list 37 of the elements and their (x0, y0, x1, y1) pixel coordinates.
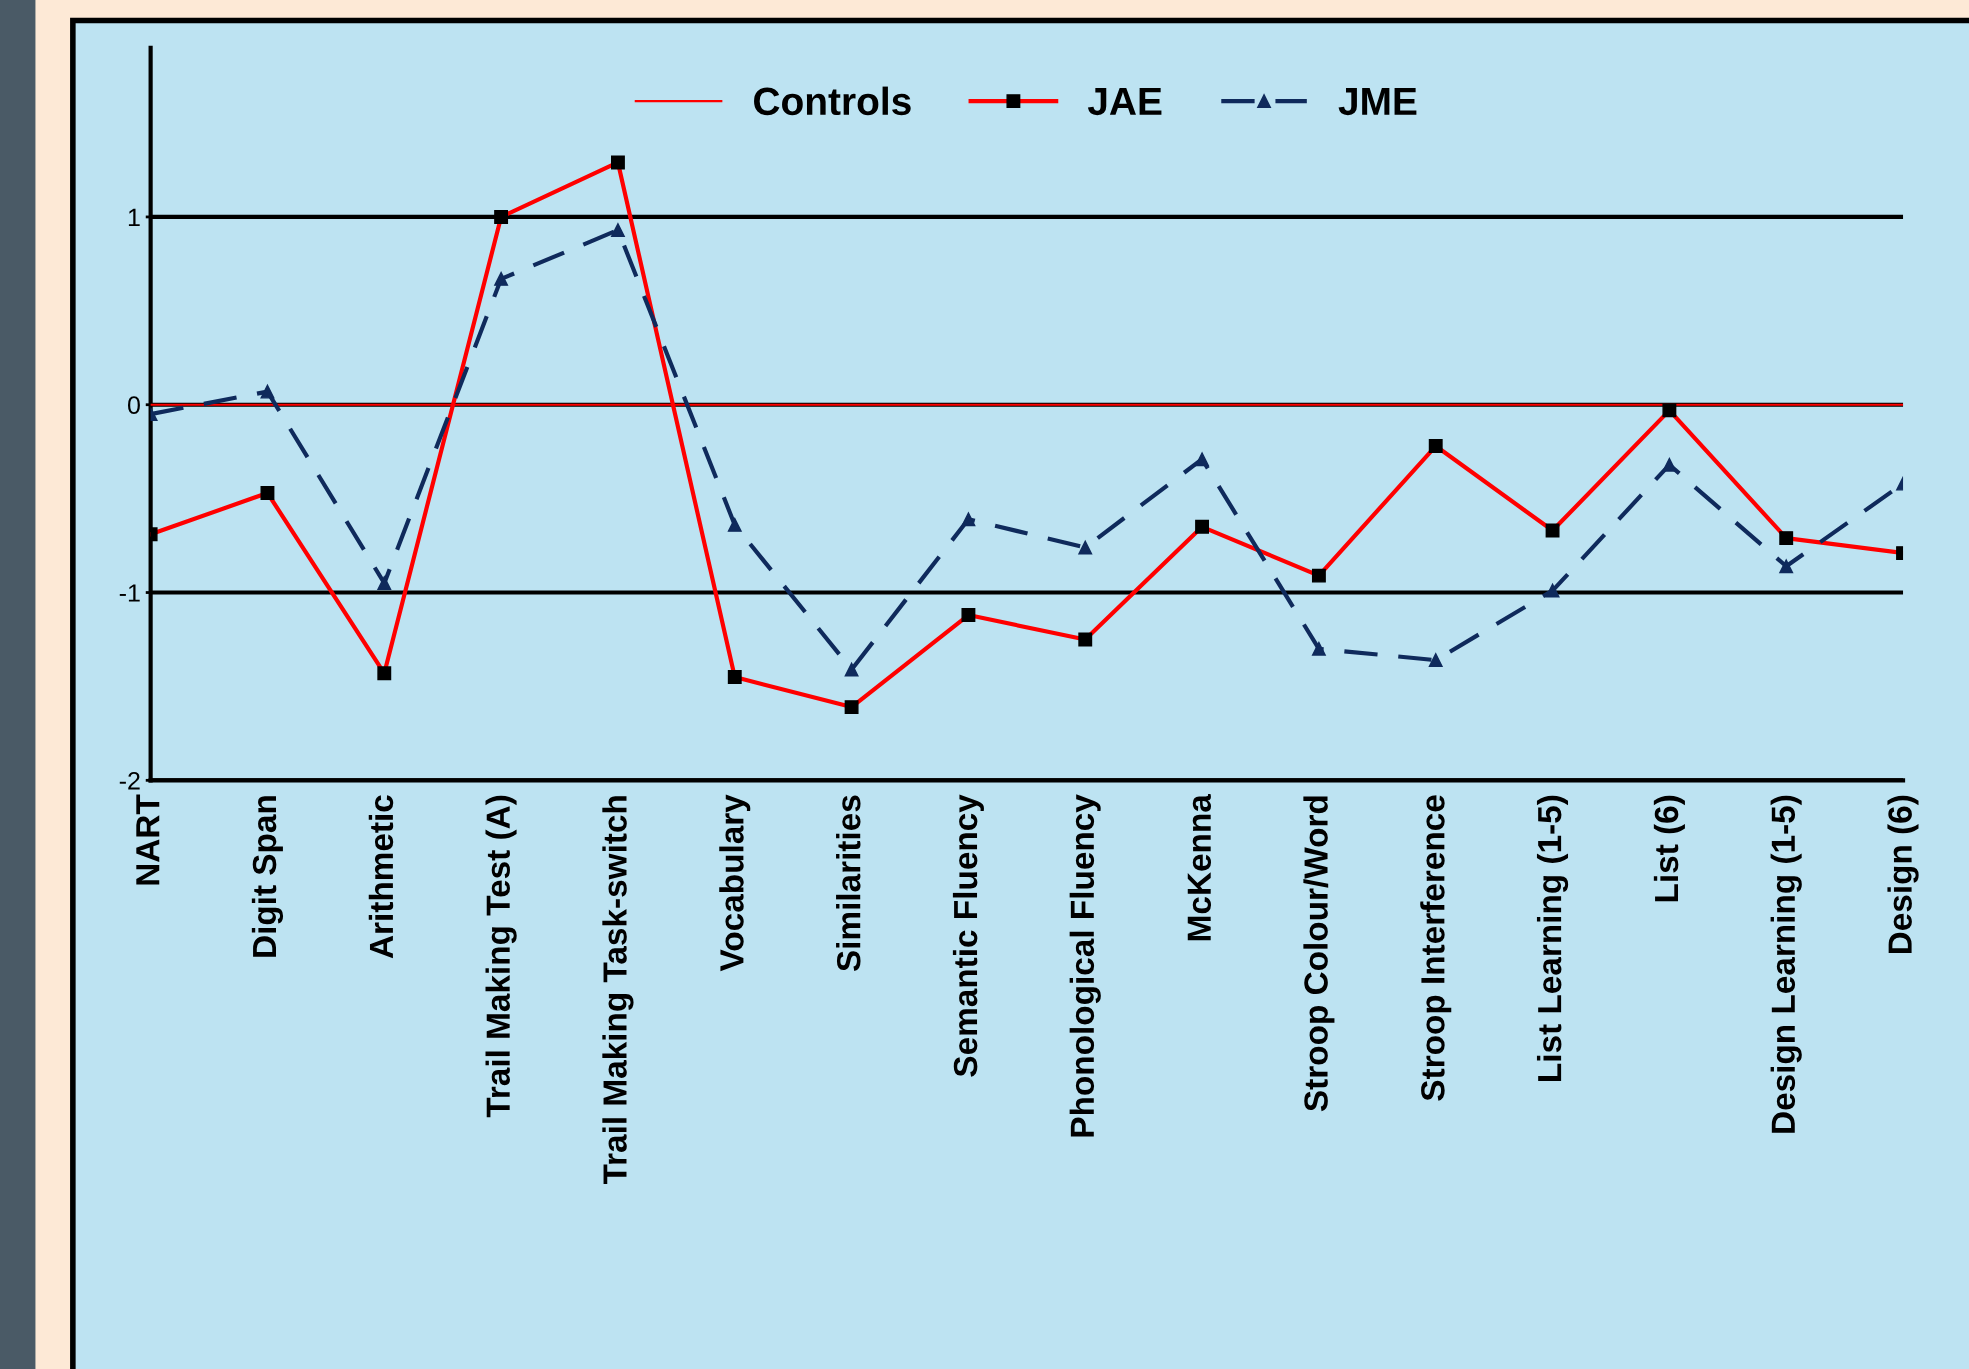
x-tick-label: McKenna (1187, 794, 1212, 941)
x-tick-label: Digit Span (251, 796, 284, 957)
y-tick-label: -1 (119, 584, 140, 602)
point (1428, 653, 1443, 668)
x-tick-label: Semantic Fluency (952, 794, 984, 1077)
x-tick-label: Similarities (836, 795, 861, 972)
point (1545, 583, 1560, 598)
point (844, 662, 859, 677)
point (961, 512, 976, 527)
x-tick-label: Arithmetic (368, 795, 394, 959)
x-tick-label: Trail Making Task-switch (602, 796, 634, 1185)
point (727, 517, 742, 532)
point (1779, 559, 1794, 574)
x-tick-label: Stroop Colour/Word (1303, 796, 1335, 1112)
point (494, 271, 509, 286)
legend-label: JME (1338, 88, 1417, 116)
point (1195, 452, 1210, 467)
legend-label: Controls (754, 86, 911, 116)
x-tick-label: Phonological Fluency (1069, 794, 1101, 1137)
point (1311, 641, 1326, 656)
y-tick-label: 0 (127, 396, 140, 415)
y-tick-label: 1 (128, 208, 140, 226)
x-tick-label: NART (136, 794, 160, 885)
legend-label: JAE (1087, 88, 1162, 116)
x-tick-label: List Learning (1-5) (1536, 795, 1569, 1081)
point (1078, 540, 1093, 555)
x-tick-label: Vocabulary (719, 794, 751, 972)
point (610, 223, 625, 238)
y-tick-label: -2 (119, 771, 140, 790)
point (1662, 457, 1677, 472)
point (377, 576, 392, 591)
x-tick-label: Design (6) (1887, 795, 1919, 954)
x-tick-label: Stroop Interference (1420, 795, 1452, 1101)
x-tick-label: Trail Making Test (A) (485, 795, 517, 1118)
x-tick-label: List (6) (1653, 795, 1685, 902)
point (260, 384, 275, 399)
x-tick-label: Design Learning (1-5) (1770, 795, 1802, 1133)
